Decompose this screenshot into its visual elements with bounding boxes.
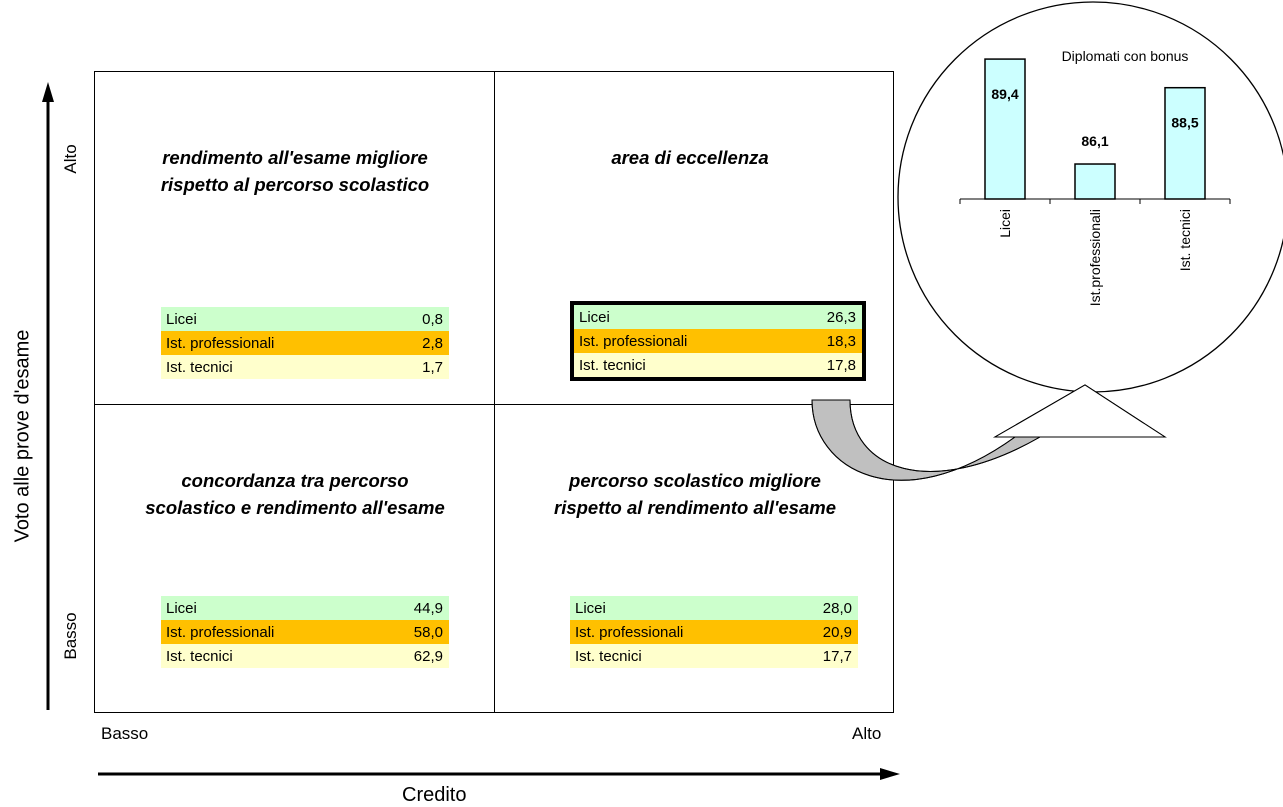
table-row: Licei 26,3	[574, 305, 862, 329]
table-bottom-right: Licei 28,0 Ist. professionali 20,9 Ist. te…	[570, 596, 858, 668]
x-axis-title: Credito	[402, 784, 467, 806]
table-bottom-left: Licei 44,9 Ist. professionali 58,0 Ist. te…	[161, 596, 449, 668]
vertical-divider	[494, 71, 495, 713]
table-top-left: Licei 0,8 Ist. professionali 2,8 Ist. tecn…	[161, 307, 449, 379]
category-label: Ist. tecnici	[1177, 209, 1193, 271]
y-axis-arrow	[42, 82, 54, 710]
table-row: Licei 28,0	[570, 596, 858, 620]
bar-value-label: 89,4	[991, 86, 1018, 102]
inset-bar-chart: Diplomati con bonus 89,4 86,1 88,5 Licei Is…	[959, 48, 1231, 306]
chart-title: Diplomati con bonus	[1062, 48, 1189, 64]
table-row: Ist. tecnici 17,7	[570, 644, 858, 668]
bar-2	[1164, 86, 1206, 200]
bar-value-label: 86,1	[1081, 133, 1108, 149]
category-label: Ist.professionali	[1087, 209, 1103, 306]
x-axis-high-label: Alto	[852, 724, 882, 743]
quadrant-top-left-title: rendimento all'esame migliore rispetto a…	[160, 147, 430, 195]
quadrant-bottom-right-title: percorso scolastico migliore rispetto al…	[554, 470, 836, 518]
quadrant-top-right-title: area di eccellenza	[611, 147, 769, 168]
table-row: Ist. tecnici 17,8	[574, 353, 862, 377]
category-label: Licei	[997, 209, 1013, 238]
table-row: Ist. tecnici 62,9	[161, 644, 449, 668]
x-axis-low-label: Basso	[101, 724, 149, 743]
table-row: Licei 44,9	[161, 596, 449, 620]
x-axis-arrow	[98, 768, 900, 780]
horizontal-divider	[94, 404, 894, 405]
table-row: Ist. professionali 20,9	[570, 620, 858, 644]
table-top-right: Licei 26,3 Ist. professionali 18,3 Ist. te…	[570, 301, 866, 381]
bar-0	[984, 58, 1026, 200]
table-row: Ist. professionali 18,3	[574, 329, 862, 353]
table-row: Ist. professionali 2,8	[161, 331, 449, 355]
bar-1	[1074, 163, 1116, 200]
table-row: Licei 0,8	[161, 307, 449, 331]
bar-value-label: 88,5	[1171, 115, 1198, 131]
quadrant-bottom-left-title: concordanza tra percorso scolastico e re…	[145, 470, 445, 518]
table-row: Ist. professionali 58,0	[161, 620, 449, 644]
table-row: Ist. tecnici 1,7	[161, 355, 449, 379]
